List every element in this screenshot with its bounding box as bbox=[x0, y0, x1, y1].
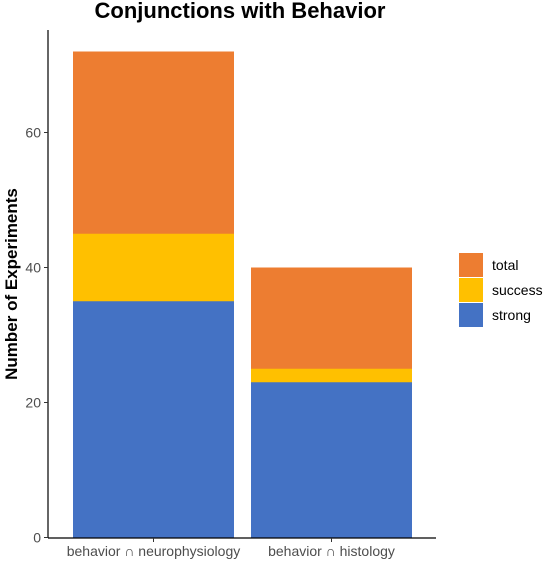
legend-key-success bbox=[459, 278, 483, 302]
legend-label-success: success bbox=[492, 282, 543, 298]
y-tick-label: 0 bbox=[33, 530, 41, 546]
legend-key-total bbox=[459, 253, 483, 277]
y-tick-label: 40 bbox=[25, 260, 41, 276]
bar-strong-1 bbox=[73, 301, 234, 538]
x-category-labels: behavior ∩ neurophysiology behavior ∩ his… bbox=[67, 538, 395, 559]
x-category-label: behavior ∩ neurophysiology bbox=[67, 543, 241, 559]
y-tick-label: 60 bbox=[25, 125, 41, 141]
legend-label-total: total bbox=[492, 257, 518, 273]
y-ticks: 0 20 40 60 bbox=[25, 125, 48, 546]
bars-group bbox=[73, 51, 412, 538]
legend-key-strong bbox=[459, 303, 483, 327]
y-axis-label: Number of Experiments bbox=[2, 188, 21, 380]
x-category-label: behavior ∩ histology bbox=[268, 543, 395, 559]
legend: total success strong bbox=[459, 253, 543, 327]
y-tick-label: 20 bbox=[25, 395, 41, 411]
legend-label-strong: strong bbox=[492, 307, 531, 323]
bar-strong-2 bbox=[251, 382, 412, 538]
chart-title: Conjunctions with Behavior bbox=[95, 0, 386, 23]
